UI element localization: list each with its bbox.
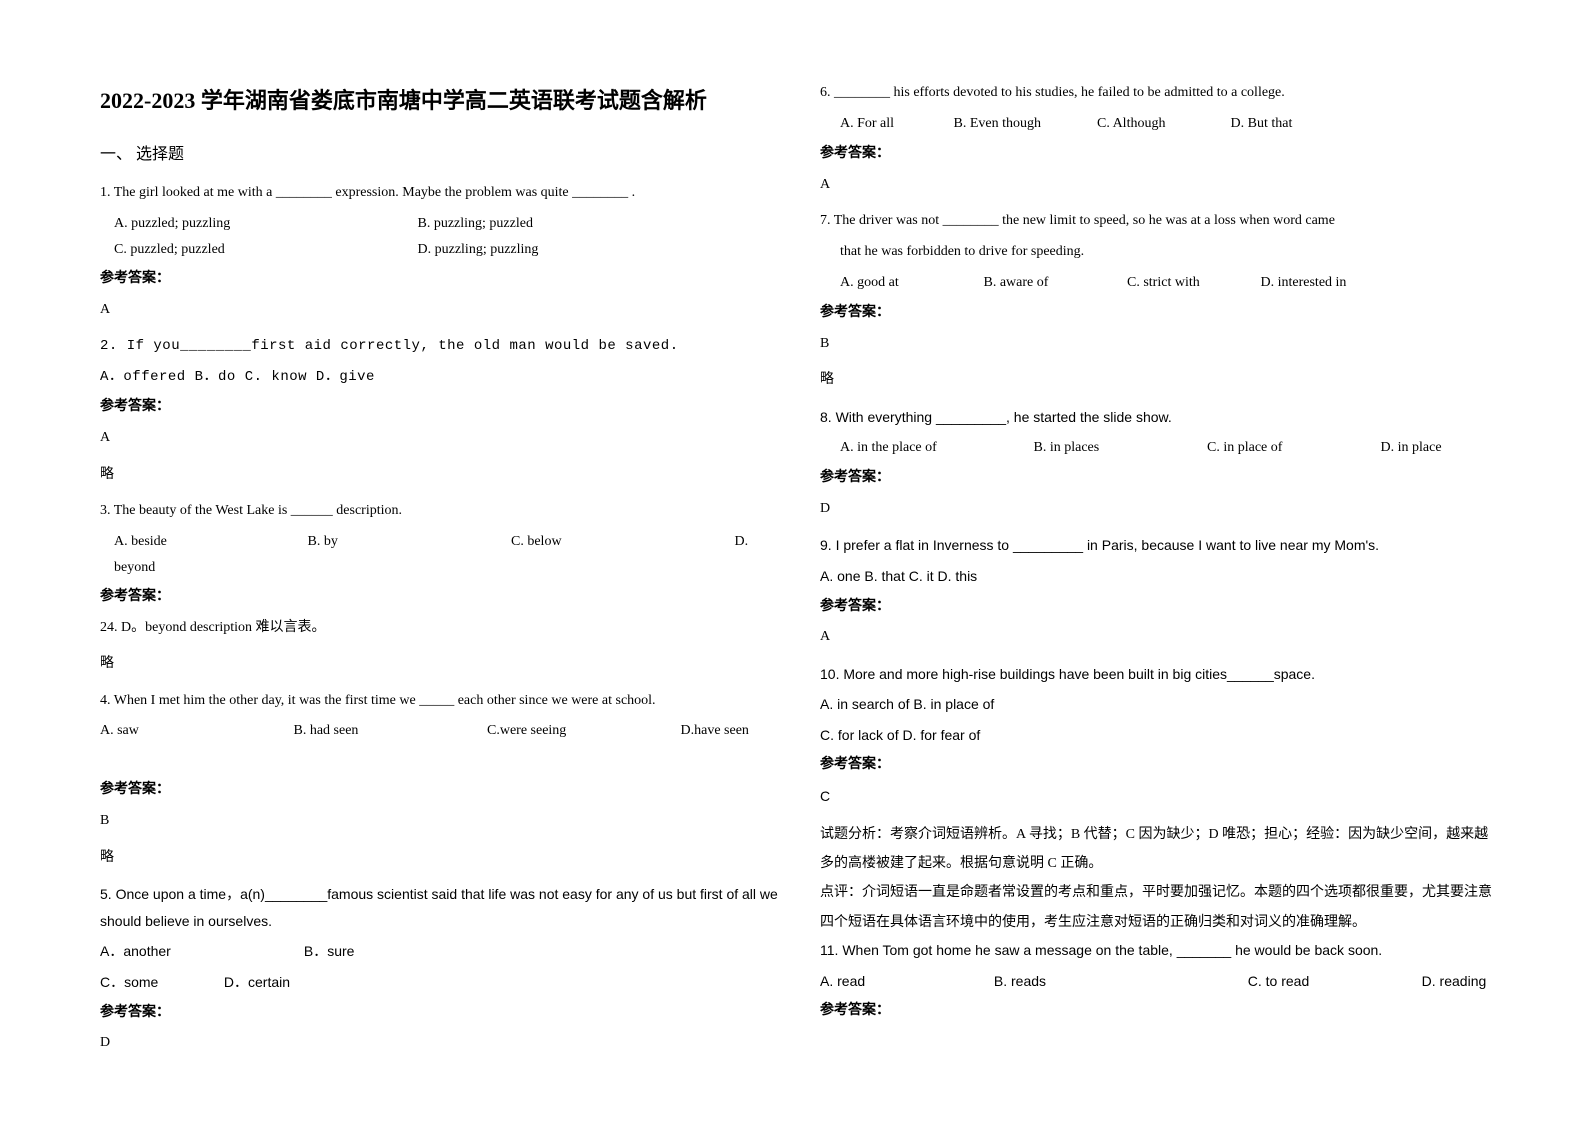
- q5-options-2: C．some D．certain: [100, 969, 780, 996]
- q10-exp-2: 点评：介词短语一直是命题者常设置的考点和重点，平时要加强记忆。本题的四个选项都很…: [820, 878, 1500, 937]
- q1-ans-label: 参考答案：: [100, 266, 780, 293]
- q7-lue: 略: [820, 367, 1500, 394]
- q2-lue: 略: [100, 462, 780, 489]
- q11-opt-c: C. to read: [1248, 968, 1418, 995]
- q3-opt-a: A. beside: [114, 529, 254, 556]
- q1-opt-d: D. puzzling; puzzling: [418, 242, 539, 257]
- q6-opt-b: B. Even though: [954, 111, 1094, 138]
- q7-opt-a: A. good at: [840, 270, 980, 297]
- q8-ans-label: 参考答案：: [820, 465, 1500, 492]
- q8-options: A. in the place of B. in places C. in pl…: [840, 435, 1500, 462]
- q4-ans-label: 参考答案：: [100, 777, 780, 804]
- q7-ans-label: 参考答案：: [820, 300, 1500, 327]
- q11-stem: 11. When Tom got home he saw a message o…: [820, 937, 1500, 964]
- q7-stem-1: 7. The driver was not ________ the new l…: [820, 208, 1500, 235]
- q8-opt-b: B. in places: [1034, 435, 1204, 462]
- q4-opt-a: A. saw: [100, 718, 240, 745]
- q11-options: A. read B. reads C. to read D. reading: [820, 968, 1500, 995]
- q2-ans-label: 参考答案：: [100, 394, 780, 421]
- q6-ans-label: 参考答案：: [820, 141, 1500, 168]
- q4-stem: 4. When I met him the other day, it was …: [100, 688, 780, 715]
- q9-options: A. one B. that C. it D. this: [820, 563, 1500, 590]
- q4-lue: 略: [100, 845, 780, 872]
- q5-options-1: A．another B．sure: [100, 938, 780, 965]
- q4-opt-d: D.have seen: [681, 723, 749, 738]
- q9-stem: 9. I prefer a flat in Inverness to _____…: [820, 532, 1500, 559]
- q10-stem: 10. More and more high-rise buildings ha…: [820, 661, 1500, 688]
- q8-ans: D: [820, 496, 1500, 523]
- left-column: 2022-2023 学年湖南省娄底市南塘中学高二英语联考试题含解析 一、 选择题…: [100, 80, 780, 1067]
- q7-opt-d: D. interested in: [1261, 275, 1347, 290]
- q1-ans: A: [100, 297, 780, 324]
- q5-ans-label: 参考答案：: [100, 1000, 780, 1027]
- q6-options: A. For all B. Even though C. Although D.…: [840, 111, 1500, 138]
- q9-ans: A: [820, 624, 1500, 651]
- q7-ans: B: [820, 331, 1500, 358]
- q1-stem: 1. The girl looked at me with a ________…: [100, 180, 780, 207]
- q4-opt-b: B. had seen: [294, 718, 434, 745]
- q3-opt-b: B. by: [308, 529, 458, 556]
- q4-options: A. saw B. had seen C.were seeing D.have …: [100, 718, 780, 745]
- q8-opt-d: D. in place: [1381, 440, 1442, 455]
- q5-opt-a: A．another: [100, 938, 300, 965]
- exam-page: 2022-2023 学年湖南省娄底市南塘中学高二英语联考试题含解析 一、 选择题…: [0, 0, 1587, 1107]
- q2-stem: 2. If you________first aid correctly, th…: [100, 333, 780, 360]
- q8-opt-a: A. in the place of: [840, 435, 1030, 462]
- q6-stem: 6. ________ his efforts devoted to his s…: [820, 80, 1500, 107]
- q1-opt-a: A. puzzled; puzzling: [114, 211, 414, 238]
- q3-ans: 24. D。beyond description 难以言表。: [100, 615, 780, 642]
- q11-opt-b: B. reads: [994, 968, 1244, 995]
- q4-ans: B: [100, 808, 780, 835]
- q8-opt-c: C. in place of: [1207, 435, 1377, 462]
- q11-opt-d: D. reading: [1422, 973, 1487, 989]
- q7-opt-c: C. strict with: [1127, 270, 1257, 297]
- q1-opt-b: B. puzzling; puzzled: [418, 216, 533, 231]
- q7-opt-b: B. aware of: [984, 270, 1124, 297]
- q1-opt-c: C. puzzled; puzzled: [114, 237, 414, 264]
- q2-ans: A: [100, 425, 780, 452]
- q5-opt-b: B．sure: [304, 943, 355, 959]
- q3-opt-c: C. below: [511, 529, 681, 556]
- q4-opt-c: C.were seeing: [487, 718, 627, 745]
- q10-ans-label: 参考答案：: [820, 752, 1500, 779]
- q8-stem: 8. With everything _________, he started…: [820, 404, 1500, 431]
- q3-lue: 略: [100, 651, 780, 678]
- q5-ans: D: [100, 1030, 780, 1057]
- q9-ans-label: 参考答案：: [820, 594, 1500, 621]
- q6-opt-d: D. But that: [1231, 116, 1293, 131]
- q10-opts-1: A. in search of B. in place of: [820, 691, 1500, 718]
- q10-ans: C: [820, 783, 1500, 810]
- right-column: 6. ________ his efforts devoted to his s…: [820, 80, 1500, 1067]
- q2-options: A．offered B．do C. know D．give: [100, 364, 780, 391]
- q5-opt-c: C．some: [100, 969, 220, 996]
- q7-options: A. good at B. aware of C. strict with D.…: [840, 270, 1500, 297]
- q6-opt-a: A. For all: [840, 111, 950, 138]
- q1-options: A. puzzled; puzzling B. puzzling; puzzle…: [114, 211, 780, 264]
- q3-ans-label: 参考答案：: [100, 584, 780, 611]
- q3-options: A. beside B. by C. below D. beyond: [114, 529, 780, 582]
- q5-stem: 5. Once upon a time，a(n)________famous s…: [100, 881, 780, 934]
- page-title: 2022-2023 学年湖南省娄底市南塘中学高二英语联考试题含解析: [100, 80, 780, 122]
- q3-stem: 3. The beauty of the West Lake is ______…: [100, 498, 780, 525]
- section-heading: 一、 选择题: [100, 140, 780, 170]
- q10-exp-1: 试题分析：考察介词短语辨析。A 寻找；B 代替；C 因为缺少；D 唯恐；担心；经…: [820, 820, 1500, 879]
- q5-opt-d: D．certain: [224, 974, 290, 990]
- q11-opt-a: A. read: [820, 968, 990, 995]
- q7-stem-2: that he was forbidden to drive for speed…: [840, 239, 1500, 266]
- q6-ans: A: [820, 172, 1500, 199]
- q10-opts-2: C. for lack of D. for fear of: [820, 722, 1500, 749]
- q11-ans-label: 参考答案：: [820, 998, 1500, 1025]
- q6-opt-c: C. Although: [1097, 111, 1227, 138]
